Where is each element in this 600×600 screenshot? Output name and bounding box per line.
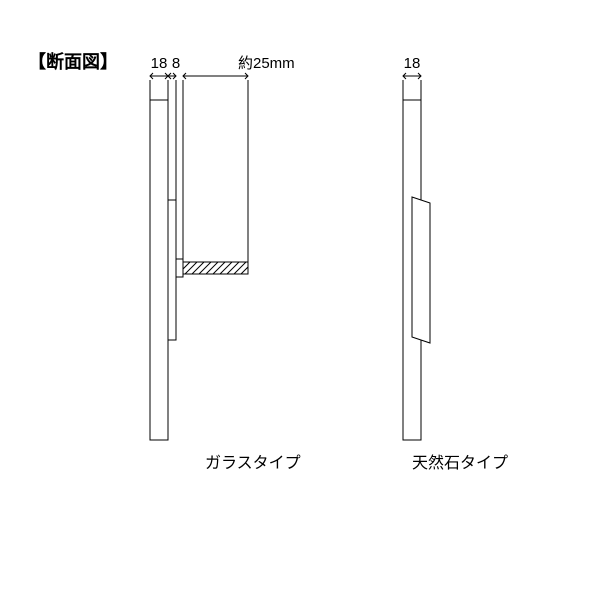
right-front-plate xyxy=(412,197,430,343)
svg-text:18: 18 xyxy=(151,55,168,72)
diagram-title: 【断面図】 xyxy=(28,48,118,74)
cross-section-svg: 188約25mmガラスタイプ18天然石タイプ xyxy=(0,0,600,600)
right-type-label: 天然石タイプ xyxy=(412,454,508,472)
left-tall-bar xyxy=(150,100,168,440)
left-back-plate xyxy=(168,200,176,340)
svg-text:約25mm: 約25mm xyxy=(238,55,295,72)
diagram-canvas: 【断面図】 188約25mmガラスタイプ18天然石タイプ xyxy=(0,0,600,600)
svg-text:18: 18 xyxy=(404,55,421,72)
left-type-label: ガラスタイプ xyxy=(205,454,301,472)
bolt-head xyxy=(176,259,183,277)
svg-text:8: 8 xyxy=(172,55,180,72)
